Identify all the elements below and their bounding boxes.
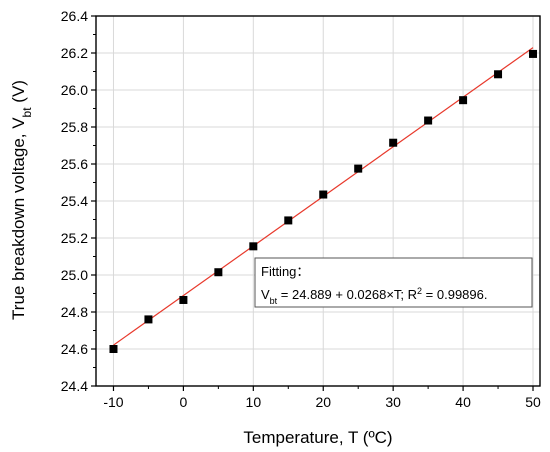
data-points (109, 49, 538, 353)
axis-ticks (91, 15, 534, 391)
data-point (179, 295, 188, 304)
x-tick-label: 30 (385, 394, 401, 410)
fit-eq-sub: bt (270, 296, 278, 306)
data-point (319, 190, 328, 199)
fit-eq-sup: 2 (417, 286, 422, 296)
data-point (249, 242, 258, 251)
data-point (284, 216, 293, 225)
data-point (144, 315, 153, 324)
data-point (424, 116, 433, 125)
y-tick-label: 26.2 (61, 45, 88, 61)
x-tick-label: 10 (246, 394, 262, 410)
x-tick-label: 50 (525, 394, 541, 410)
data-point (109, 345, 118, 353)
y-axis-title-main: True breakdown voltage, V (9, 117, 28, 320)
x-tick-label: 20 (315, 394, 331, 410)
data-point (529, 49, 538, 58)
y-tick-label: 25.6 (61, 156, 88, 172)
data-point (354, 164, 363, 173)
y-tick-label: 25.8 (61, 119, 88, 135)
y-tick-label: 24.6 (61, 341, 88, 357)
y-tick-label: 26.0 (61, 82, 88, 98)
x-tick-label: -10 (103, 394, 123, 410)
y-tick-labels: 24.4 24.6 24.8 25.0 25.2 25.4 25.6 25.8 26.0 26.2… (61, 8, 88, 394)
x-tick-label: 0 (180, 394, 188, 410)
fit-annotation-heading: Fitting： (261, 264, 309, 279)
y-tick-label: 25.0 (61, 267, 88, 283)
fit-eq-prefix: V (261, 287, 270, 302)
x-axis-title: Temperature, T (ºC) (243, 428, 392, 447)
y-tick-label: 25.2 (61, 230, 88, 246)
data-point (459, 96, 468, 105)
y-tick-label: 26.4 (61, 8, 88, 24)
data-point (214, 268, 223, 277)
fit-eq-mid: = 24.889 + 0.0268×T; R (277, 287, 417, 302)
fit-annotation: Fitting： Vbt = 24.889 + 0.0268×T; R2 = 0… (254, 257, 533, 308)
y-tick-label: 24.8 (61, 304, 88, 320)
y-axis-title-sub: bt (20, 107, 34, 118)
y-tick-label: 25.4 (61, 193, 88, 209)
x-tick-labels: -10 0 10 20 30 40 50 (103, 394, 541, 410)
fit-annotation-box (254, 257, 533, 308)
y-axis-title-unit: (V) (9, 80, 28, 107)
data-point (494, 70, 503, 79)
y-tick-label: 24.4 (61, 378, 88, 394)
fit-annotation-equation: Vbt = 24.889 + 0.0268×T; R2 = 0.99896. (261, 286, 487, 306)
x-tick-label: 40 (455, 394, 471, 410)
y-axis-title: True breakdown voltage, Vbt (V) (9, 80, 34, 320)
data-point (389, 138, 398, 147)
grid-lines (96, 15, 540, 387)
fit-eq-suffix: = 0.99896. (422, 287, 487, 302)
